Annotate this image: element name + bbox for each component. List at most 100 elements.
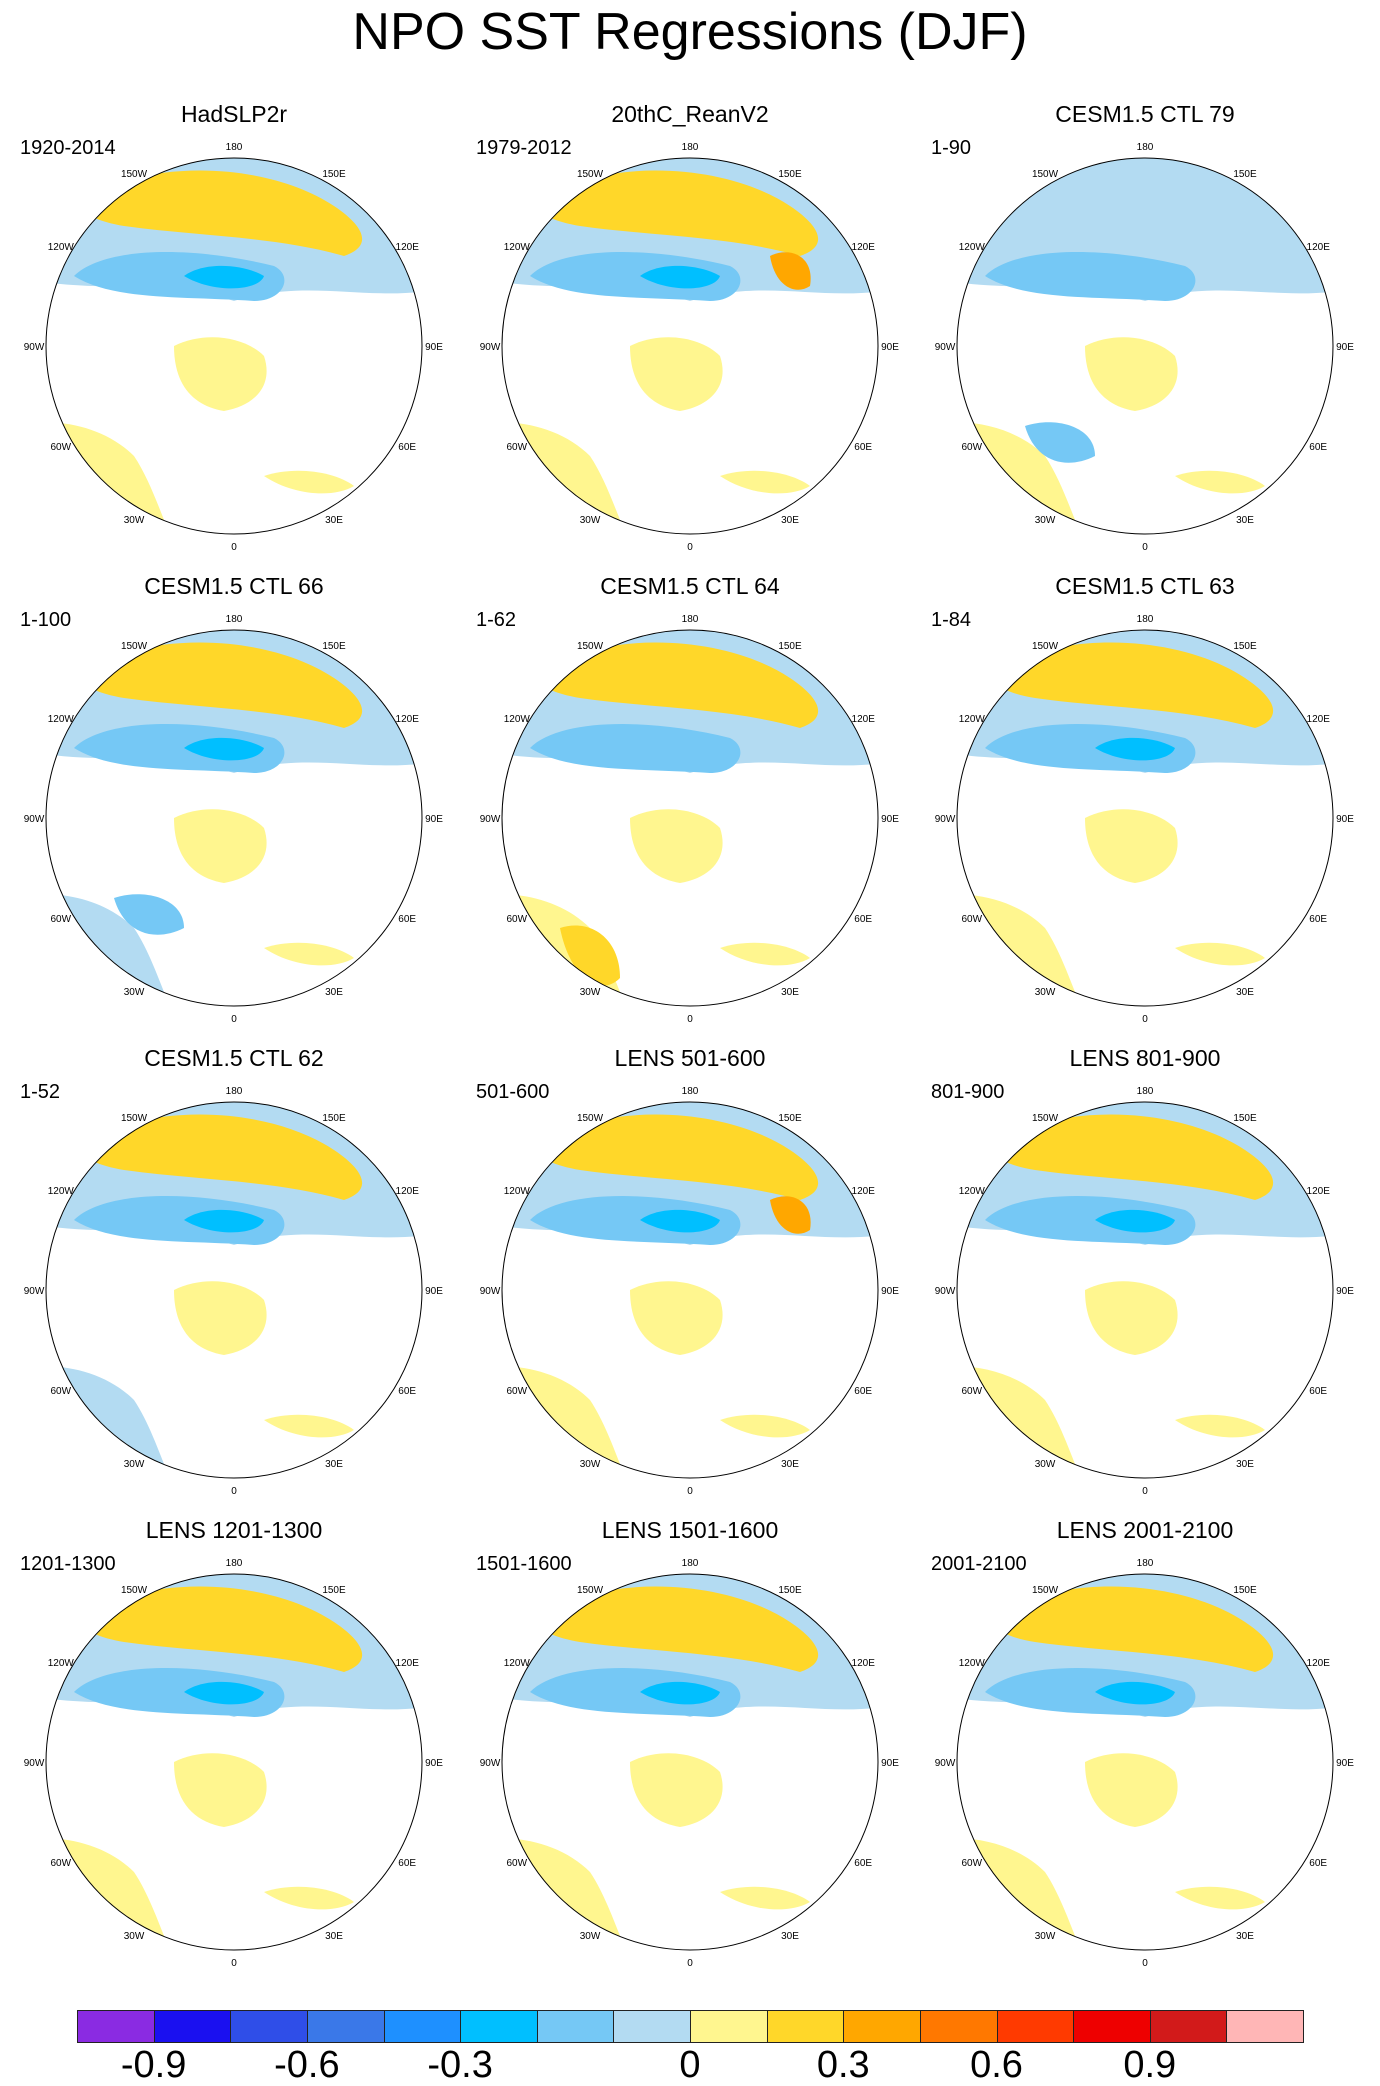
colorbar: -0.9 -0.6 -0.3 0 0.3 0.6 0.9 xyxy=(77,2010,1304,2086)
longitude-label: 0 xyxy=(1142,1958,1148,1969)
longitude-label: 90E xyxy=(425,1758,443,1769)
colorbar-box xyxy=(996,2010,1075,2043)
panel-years: 1-52 xyxy=(20,1081,61,1103)
longitude-label: 180 xyxy=(226,1086,243,1097)
longitude-label: 60W xyxy=(962,1386,983,1397)
map-boundary xyxy=(956,1101,1334,1479)
longitude-label: 90W xyxy=(24,342,45,353)
longitude-label: 90E xyxy=(881,1286,899,1297)
longitude-label: 120W xyxy=(959,1186,986,1197)
pacific-warm-band xyxy=(537,642,819,728)
mediterranean xyxy=(264,1886,354,1910)
longitude-label: 120W xyxy=(504,1186,531,1197)
polar-map: 180 150E 120E 90E 60E 30E 0 30W 60W 90W 120W 150W xyxy=(935,142,1355,553)
map-panel: LENS 1201-1300 1201-1300 180 150E 120E 90E 60E… xyxy=(14,1516,454,1986)
longitude-label: 150W xyxy=(1032,1113,1059,1124)
longitude-label: 90W xyxy=(480,342,501,353)
colorbar-box xyxy=(536,2010,615,2043)
longitude-label: 120E xyxy=(852,714,876,725)
pacific-cold-core xyxy=(74,1668,285,1717)
panel-title: HadSLP2r xyxy=(180,101,288,127)
panel-years: 2001-2100 xyxy=(931,1553,1027,1575)
longitude-label: 30E xyxy=(781,515,799,526)
longitude-label: 150W xyxy=(121,1113,148,1124)
colorbar-box xyxy=(230,2010,308,2043)
atlantic-warm xyxy=(560,925,620,986)
panel-title: LENS 1501-1600 xyxy=(601,1517,779,1543)
map-panel: LENS 501-600 501-600 180 150E 120E 90E 60E 30E 0… xyxy=(470,1044,910,1514)
pacific-cold-peak xyxy=(184,1681,264,1705)
longitude-label: 180 xyxy=(1137,1086,1154,1097)
pacific-warm-band xyxy=(537,170,819,256)
panel-years: 1-62 xyxy=(476,609,517,631)
arctic-ocean xyxy=(174,1753,267,1827)
pacific-cold-peak xyxy=(1095,737,1175,761)
pacific-warm-band xyxy=(992,642,1274,728)
panel-years: 1-90 xyxy=(931,137,972,159)
colorbar-box xyxy=(613,2010,691,2043)
longitude-label: 60W xyxy=(51,1386,72,1397)
kuroshio-warm xyxy=(770,1196,811,1234)
longitude-label: 60W xyxy=(962,442,983,453)
map-boundary xyxy=(45,157,423,535)
longitude-label: 0 xyxy=(231,1486,237,1497)
longitude-label: 30E xyxy=(325,1931,343,1942)
longitude-label: 150E xyxy=(322,1113,346,1124)
panel-title: CESM1.5 CTL 66 xyxy=(144,573,324,599)
longitude-label: 30E xyxy=(325,1459,343,1470)
colorbar-box xyxy=(690,2010,768,2043)
longitude-label: 150E xyxy=(778,1585,802,1596)
panel-years: 501-600 xyxy=(476,1081,550,1103)
longitude-label: 60W xyxy=(51,914,72,925)
longitude-label: 30W xyxy=(580,1459,601,1470)
map-panel: HadSLP2r 1920-2014 180 150E 120E 90E 60E 30E 0 30… xyxy=(14,100,454,570)
longitude-label: 0 xyxy=(687,1486,693,1497)
longitude-label: 150E xyxy=(322,1585,346,1596)
map-panel: CESM1.5 CTL 79 1-90 180 150E 120E 90E 60E 30E 0 3… xyxy=(925,100,1365,570)
longitude-label: 60E xyxy=(1309,1858,1327,1869)
mediterranean xyxy=(1175,942,1265,966)
panel-years: 801-900 xyxy=(931,1081,1005,1103)
longitude-label: 150E xyxy=(1233,169,1257,180)
land-mask xyxy=(502,1255,878,1478)
panel-title: CESM1.5 CTL 79 xyxy=(1055,101,1235,127)
pacific-warm-band xyxy=(81,1114,363,1200)
longitude-label: 30W xyxy=(124,987,145,998)
colorbar-tick-label: -0.6 xyxy=(274,2044,340,2086)
longitude-label: 120E xyxy=(1307,1658,1331,1669)
longitude-label: 120E xyxy=(1307,714,1331,725)
polar-map: 180 150E 120E 90E 60E 30E 0 30W 60W 90W 120W 150W xyxy=(24,142,444,553)
map-panel: CESM1.5 CTL 66 1-100 180 150E 120E 90E 60E 30E 0… xyxy=(14,572,454,1042)
longitude-label: 60W xyxy=(51,1858,72,1869)
polar-map: 180 150E 120E 90E 60E 30E 0 30W 60W 90W 120W 150W xyxy=(480,142,900,553)
panel-title: CESM1.5 CTL 63 xyxy=(1055,573,1235,599)
longitude-label: 120E xyxy=(396,1186,420,1197)
longitude-label: 90W xyxy=(480,1758,501,1769)
land-mask xyxy=(46,1727,422,1950)
map-panel: CESM1.5 CTL 64 1-62 180 150E 120E 90E 60E 30E 0 3… xyxy=(470,572,910,1042)
pacific-warm-band xyxy=(992,1114,1274,1200)
longitude-label: 60E xyxy=(398,914,416,925)
panel-title: CESM1.5 CTL 64 xyxy=(600,573,780,599)
longitude-label: 0 xyxy=(231,1014,237,1025)
longitude-label: 60E xyxy=(854,1386,872,1397)
longitude-label: 150W xyxy=(577,1585,604,1596)
colorbar-box xyxy=(460,2010,538,2043)
arctic-ocean xyxy=(630,809,723,883)
pacific-cold-peak xyxy=(184,737,264,761)
map-boundary xyxy=(501,1573,879,1951)
longitude-label: 120W xyxy=(959,714,986,725)
pacific-cold-peak xyxy=(184,1209,264,1233)
land-mask xyxy=(502,311,878,534)
longitude-label: 30W xyxy=(124,1459,145,1470)
longitude-label: 120E xyxy=(1307,1186,1331,1197)
colorbar-box xyxy=(1226,2010,1304,2043)
mediterranean xyxy=(720,470,810,494)
arctic-ocean xyxy=(630,1753,723,1827)
pacific-cold-core xyxy=(530,1196,741,1245)
colorbar-tick-label: 0.3 xyxy=(816,2044,870,2086)
longitude-label: 30W xyxy=(580,987,601,998)
map-panel: CESM1.5 CTL 63 1-84 180 150E 120E 90E 60E 30E 0 3… xyxy=(925,572,1365,1042)
mediterranean xyxy=(1175,470,1265,494)
longitude-label: 120E xyxy=(852,1658,876,1669)
